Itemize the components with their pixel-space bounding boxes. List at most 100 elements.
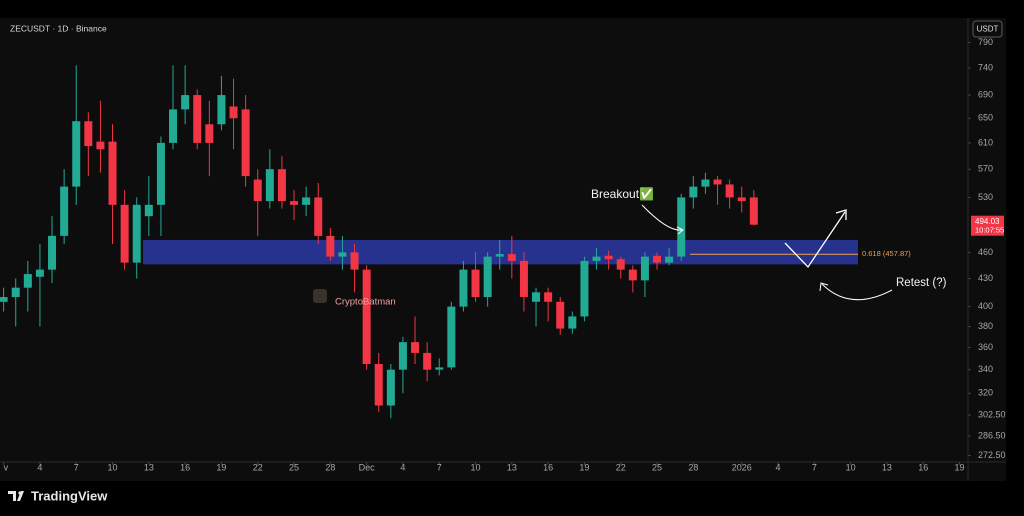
candle-body — [483, 256, 492, 298]
candle-body — [350, 252, 359, 270]
y-tick-label: 430 — [978, 273, 993, 283]
annotation-arrows — [641, 204, 893, 301]
y-tick-label: 286.50 — [978, 430, 1006, 440]
brand-logo: TradingView — [8, 488, 108, 503]
x-tick-label: 4 — [37, 462, 42, 472]
candle-body — [120, 204, 129, 263]
candle-body — [628, 269, 637, 281]
x-tick-label: 28 — [688, 462, 698, 472]
currency-button-label[interactable]: USDT — [977, 25, 999, 34]
countdown-label: 10:07:55 — [975, 226, 1004, 235]
candle-body — [423, 352, 432, 370]
candle-body — [205, 124, 214, 143]
candle-body — [229, 106, 238, 119]
fib-label: 0.618 (457.87) — [862, 249, 911, 258]
y-tick-label: 740 — [978, 62, 993, 72]
x-tick-label: 13 — [882, 462, 892, 472]
candle-body — [435, 367, 444, 370]
candle-body — [60, 186, 69, 236]
candle-body — [132, 204, 141, 263]
last-price-label: 494.03 — [975, 217, 1000, 226]
candle-body — [11, 287, 20, 298]
x-tick-label: 10 — [471, 462, 481, 472]
x-tick-label: 13 — [144, 462, 154, 472]
candle-body — [338, 252, 347, 257]
currency-button[interactable] — [972, 20, 1003, 38]
candle-body — [411, 342, 420, 353]
candle-body — [314, 197, 323, 236]
candle-body — [193, 95, 202, 143]
y-tick-label: 790 — [978, 37, 993, 47]
candle-body — [169, 109, 178, 143]
watermark-icon — [313, 289, 327, 303]
candle-body — [677, 197, 686, 257]
candle-body — [84, 121, 93, 147]
x-tick-label: 22 — [253, 462, 263, 472]
candle-body — [653, 255, 662, 263]
y-tick-label: 302.50 — [978, 409, 1006, 419]
candle-body — [507, 254, 516, 261]
last-price-tag — [971, 215, 1004, 236]
y-tick-label: 690 — [978, 89, 993, 99]
y-tick-label: 272.50 — [978, 450, 1006, 460]
x-tick-label: 28 — [325, 462, 335, 472]
watermark: CryptoBatman — [335, 297, 396, 308]
candle-body — [713, 179, 722, 185]
y-tick-label: 570 — [978, 164, 993, 174]
candle-body — [217, 95, 226, 125]
x-tick-label: Dec — [359, 462, 376, 472]
candle-body — [386, 369, 395, 406]
candle-body — [725, 184, 734, 198]
candle-body — [398, 342, 407, 370]
x-tick-label: 19 — [216, 462, 226, 472]
candle-body — [556, 301, 565, 329]
x-tick-label: 7 — [812, 462, 817, 472]
candle-body — [580, 260, 589, 317]
candle-body — [592, 256, 601, 261]
candle-body — [144, 204, 153, 217]
y-tick-label: 320 — [978, 388, 993, 398]
support-zone — [143, 239, 858, 265]
candle-body — [459, 269, 468, 307]
candle-body — [544, 292, 553, 302]
candle-body — [23, 274, 32, 288]
candle-body — [701, 179, 710, 187]
candle-body — [0, 297, 8, 302]
y-tick-label: 650 — [978, 113, 993, 123]
x-tick-label: 4 — [776, 462, 781, 472]
candle-body — [737, 197, 746, 202]
candle-body — [640, 256, 649, 281]
candle-body — [471, 269, 480, 298]
x-tick-label: 7 — [74, 462, 79, 472]
candle-body — [302, 197, 311, 205]
candle-body — [749, 197, 758, 225]
y-tick-label: 610 — [978, 137, 993, 147]
x-tick-label: 16 — [543, 462, 553, 472]
x-tick-label: 25 — [652, 462, 662, 472]
x-tick-label: 4 — [400, 462, 405, 472]
candle-body — [689, 186, 698, 198]
x-tick-label: v — [4, 462, 9, 472]
candle-body — [290, 201, 299, 205]
candle-body — [604, 255, 613, 260]
breakout-arrow-head — [676, 226, 684, 235]
x-tick-label: 10 — [108, 462, 118, 472]
plot-area — [0, 65, 858, 419]
candle-body — [156, 142, 165, 205]
candle-body — [447, 306, 456, 368]
x-tick-label: 19 — [579, 462, 589, 472]
x-tick-label: 16 — [180, 462, 190, 472]
candle-body — [362, 269, 371, 365]
symbol-header: ZECUSDT · 1D · Binance — [10, 23, 107, 33]
candle-body — [665, 256, 674, 263]
retest-arrow-head-2 — [819, 282, 829, 292]
brand-icon — [8, 491, 24, 501]
candle-body — [108, 141, 117, 205]
candle-body — [568, 316, 577, 329]
y-tick-label: 530 — [978, 192, 993, 202]
x-tick-label: 19 — [955, 462, 965, 472]
x-tick-label: 7 — [437, 462, 442, 472]
candle-body — [72, 121, 81, 187]
